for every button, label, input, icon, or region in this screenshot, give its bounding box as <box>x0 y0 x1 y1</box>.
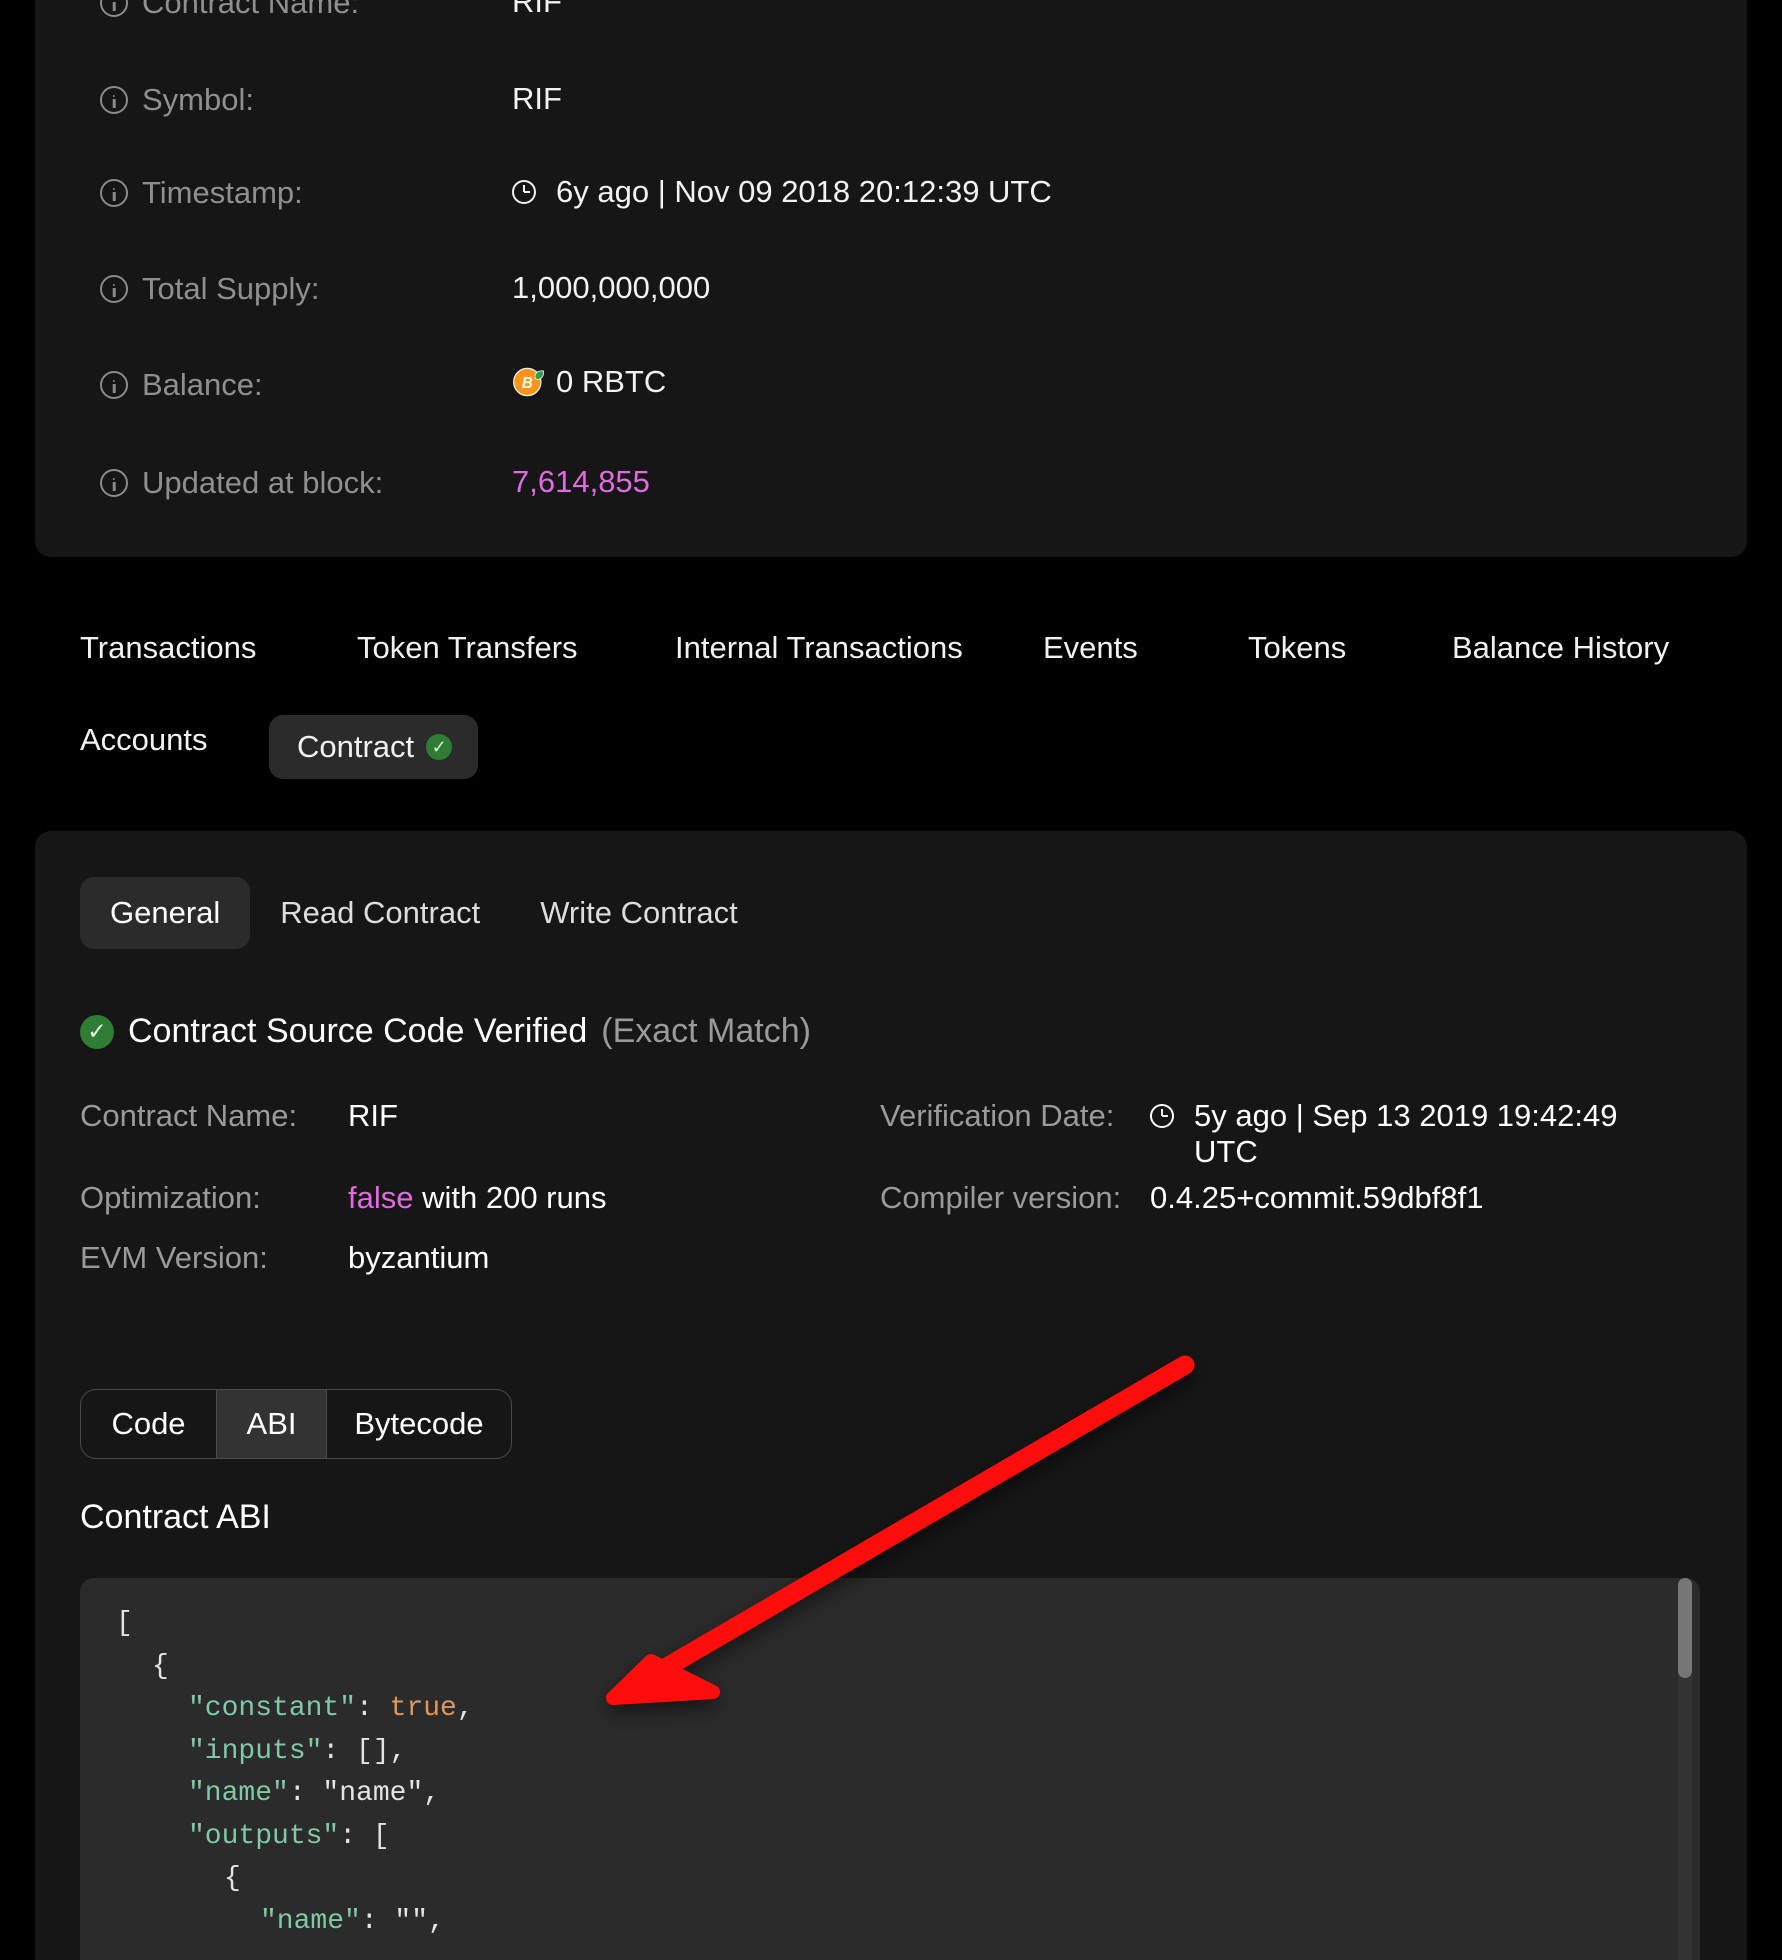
svg-text:B: B <box>522 375 533 392</box>
